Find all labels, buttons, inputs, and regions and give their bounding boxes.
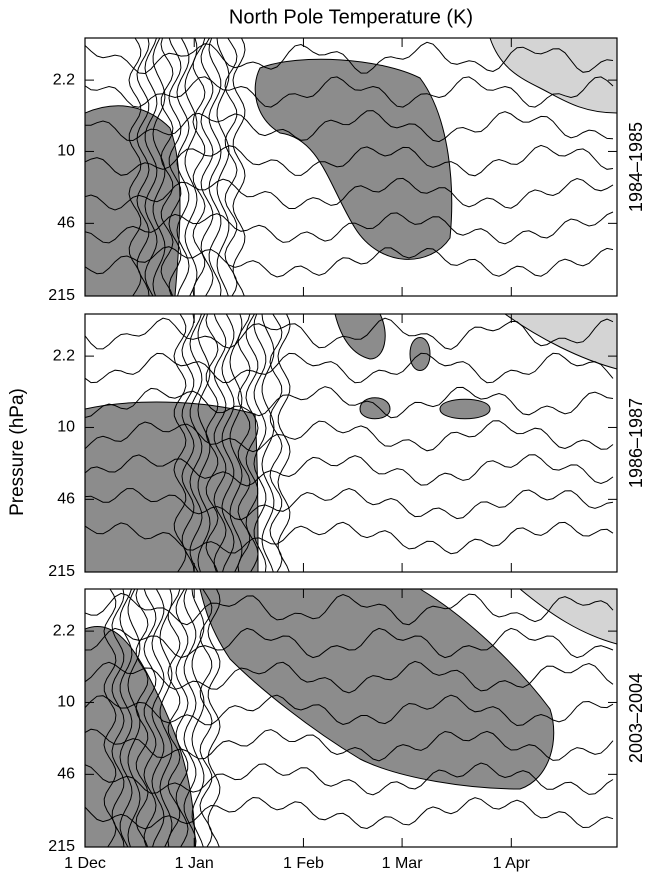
contour-line bbox=[85, 728, 614, 762]
contour-line bbox=[85, 660, 614, 694]
contour-line bbox=[245, 314, 259, 572]
y-tick-label: 215 bbox=[48, 838, 75, 855]
panel bbox=[84, 313, 618, 573]
contour-line bbox=[85, 694, 614, 727]
contours bbox=[85, 314, 617, 572]
contour-line bbox=[237, 314, 251, 572]
contour-fill-light bbox=[519, 589, 617, 645]
contour-line bbox=[85, 592, 614, 626]
panel bbox=[84, 588, 618, 848]
contour-line bbox=[213, 314, 227, 572]
contour-fill-dark bbox=[359, 397, 391, 420]
contour-line bbox=[85, 762, 614, 796]
contour-line bbox=[160, 38, 174, 296]
contour-line bbox=[205, 314, 219, 572]
contour-line bbox=[199, 589, 213, 847]
contour-line bbox=[85, 521, 614, 555]
plot-frame bbox=[84, 37, 618, 297]
contour-line bbox=[151, 589, 165, 847]
contour-fill-dark bbox=[85, 105, 181, 296]
contour-fill-dark bbox=[439, 398, 491, 420]
contour-line bbox=[85, 796, 614, 830]
contour-line bbox=[159, 589, 173, 847]
contour-fill-dark bbox=[199, 589, 555, 790]
y-tick-label: 46 bbox=[57, 766, 75, 783]
contour-line bbox=[143, 589, 157, 847]
contour-line bbox=[191, 589, 205, 847]
contour-line bbox=[175, 589, 189, 847]
contour-fill-dark bbox=[334, 314, 386, 360]
contour-line bbox=[128, 38, 142, 296]
contour-line bbox=[221, 314, 235, 572]
contour-line bbox=[111, 589, 125, 847]
y-tick-label: 46 bbox=[57, 491, 75, 508]
contour-line bbox=[167, 589, 181, 847]
panel-label: 2003–2004 bbox=[626, 673, 646, 763]
contour-line bbox=[85, 487, 614, 521]
contour-line bbox=[85, 352, 614, 384]
contour-line bbox=[85, 211, 614, 245]
contour-line bbox=[189, 314, 203, 572]
contour-line bbox=[135, 589, 149, 847]
contour-line bbox=[277, 314, 291, 572]
y-tick-label: 10 bbox=[57, 419, 75, 436]
contour-line bbox=[253, 314, 267, 572]
contour-line bbox=[85, 386, 614, 419]
plot-frame bbox=[84, 313, 618, 573]
panel bbox=[84, 37, 618, 297]
contour-line bbox=[208, 38, 222, 296]
y-tick-label: 2.2 bbox=[53, 347, 75, 364]
contour-line bbox=[229, 314, 243, 572]
contour-line bbox=[207, 589, 221, 847]
y-tick-label: 46 bbox=[57, 215, 75, 232]
contour-line bbox=[261, 314, 275, 572]
x-tick-label: 1 Feb bbox=[283, 855, 324, 872]
contours bbox=[85, 589, 617, 847]
contour-line bbox=[200, 38, 214, 296]
panel-label: 1984–1985 bbox=[626, 122, 646, 212]
contour-line bbox=[85, 110, 614, 143]
contours bbox=[85, 38, 617, 296]
x-tick-label: 1 Apr bbox=[493, 855, 531, 872]
contour-line bbox=[85, 76, 614, 108]
contour-line bbox=[85, 144, 614, 177]
contour-line bbox=[192, 38, 206, 296]
contour-line bbox=[85, 41, 614, 75]
contour-fill-dark bbox=[254, 58, 453, 260]
contour-line bbox=[85, 454, 614, 487]
y-tick-label: 215 bbox=[48, 287, 75, 304]
contour-fill-dark bbox=[85, 626, 196, 847]
y-tick-label: 10 bbox=[57, 143, 75, 160]
contour-line bbox=[85, 246, 614, 278]
y-tick-label: 215 bbox=[48, 563, 75, 580]
y-tick-label: 2.2 bbox=[53, 622, 75, 639]
contour-line bbox=[173, 314, 187, 572]
contour-line bbox=[103, 589, 117, 847]
contour-line bbox=[119, 589, 133, 847]
contour-line bbox=[176, 38, 190, 296]
contour-line bbox=[183, 589, 197, 847]
plot-frame bbox=[84, 588, 618, 848]
x-tick-label: 1 Jan bbox=[175, 855, 214, 872]
chart-title: North Pole Temperature (K) bbox=[229, 6, 473, 28]
contour-line bbox=[181, 314, 195, 572]
contour-line bbox=[144, 38, 158, 296]
x-tick-label: 1 Dec bbox=[64, 855, 106, 872]
contour-line bbox=[136, 38, 150, 296]
contour-line bbox=[85, 317, 614, 350]
contour-line bbox=[224, 38, 238, 296]
x-tick-label: 1 Mar bbox=[382, 855, 424, 872]
y-tick-label: 10 bbox=[57, 694, 75, 711]
contour-line bbox=[168, 38, 182, 296]
contour-line bbox=[85, 420, 614, 453]
contour-line bbox=[232, 38, 246, 296]
contour-line bbox=[85, 627, 614, 659]
y-tick-label: 2.2 bbox=[53, 71, 75, 88]
contour-line bbox=[269, 314, 283, 572]
contour-line bbox=[216, 38, 230, 296]
contour-line bbox=[184, 38, 198, 296]
panel-label: 1986–1987 bbox=[626, 398, 646, 488]
y-axis-label: Pressure (hPa) bbox=[7, 388, 28, 516]
